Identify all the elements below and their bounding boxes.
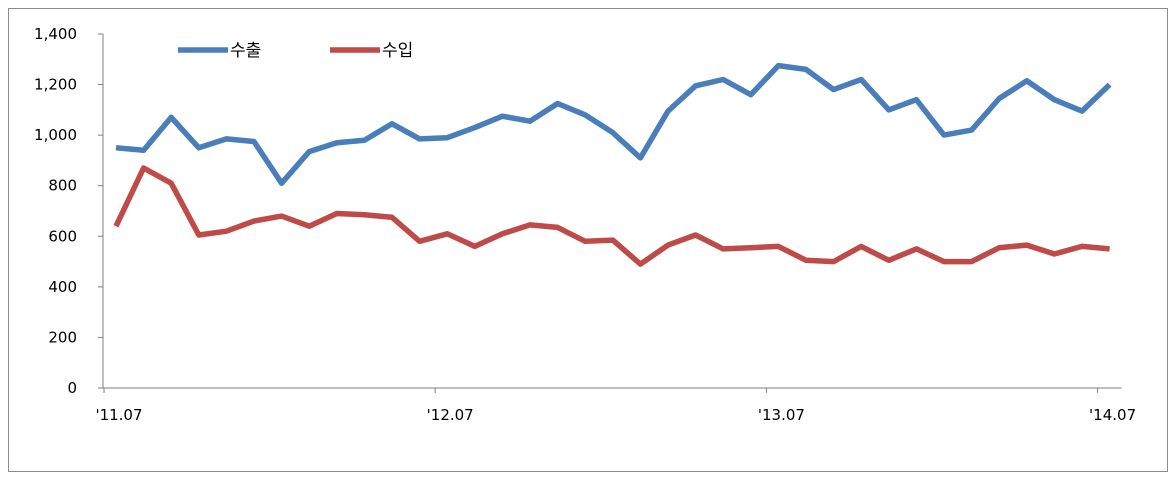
y-tick-label: 0 <box>67 379 77 397</box>
series-line-imports <box>113 165 1110 267</box>
x-tick-label: '11.07 <box>95 406 142 424</box>
x-tick-label: '13.07 <box>758 406 805 424</box>
y-tick-label: 1,200 <box>34 76 77 94</box>
legend-label: 수입 <box>382 41 413 61</box>
series-layer <box>113 62 1112 267</box>
legend-label: 수출 <box>230 41 261 61</box>
y-tick-label: 600 <box>48 227 77 245</box>
y-tick-label: 400 <box>48 278 77 296</box>
axes <box>102 34 1122 389</box>
y-tick-label: 200 <box>48 328 77 346</box>
y-tick-label: 1,000 <box>34 126 77 144</box>
x-tick-label: '14.07 <box>1089 406 1136 424</box>
x-axis-ticks: '11.07 '12.07 '13.07 '14.07 <box>95 388 1136 424</box>
series-line-exports <box>115 62 1112 186</box>
y-tick-label: 1,400 <box>34 25 77 43</box>
x-tick-label: '12.07 <box>427 406 474 424</box>
y-axis-ticks: 0 200 400 600 800 1,000 1,200 1,400 <box>34 25 103 397</box>
y-tick-label: 800 <box>48 177 77 195</box>
legend: 수출 수입 <box>178 41 413 61</box>
